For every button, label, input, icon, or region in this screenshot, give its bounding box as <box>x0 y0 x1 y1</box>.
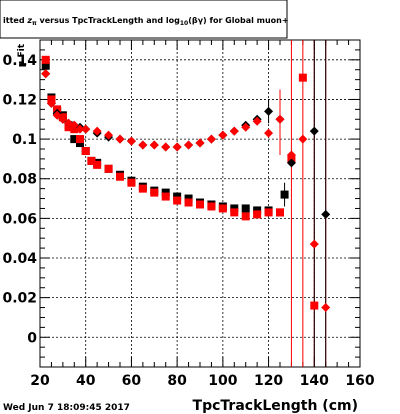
square-marker <box>280 190 289 199</box>
square-marker <box>218 204 227 213</box>
diamond-marker <box>161 142 171 152</box>
diamond-marker <box>52 110 62 120</box>
diamond-marker <box>264 128 274 138</box>
x-tick-label: 40 <box>76 373 96 389</box>
y-tick-label: 0.12 <box>2 92 37 108</box>
square-marker <box>276 208 284 217</box>
diamond-marker <box>298 134 308 144</box>
square-marker <box>93 160 102 169</box>
square-marker <box>76 135 84 144</box>
x-tick-label: 20 <box>30 373 50 389</box>
square-marker <box>264 208 273 217</box>
square-marker <box>161 192 170 201</box>
square-marker <box>87 156 96 165</box>
square-marker <box>104 164 113 173</box>
x-tick-label: 120 <box>254 373 283 389</box>
diamond-marker <box>104 130 114 140</box>
square-marker <box>196 200 204 209</box>
title-box: itted zπ versus TpcTrackLength and log10… <box>0 0 289 39</box>
diamond-marker <box>286 150 296 160</box>
diamond-marker <box>321 303 331 313</box>
square-marker <box>41 61 50 70</box>
x-axis-label: TpcTrackLength (cm) <box>193 398 358 414</box>
diamond-marker <box>172 142 182 152</box>
error-bars <box>268 40 327 367</box>
square-marker <box>230 208 239 217</box>
square-marker <box>41 55 50 64</box>
diamond-marker <box>264 106 274 116</box>
diamond-marker <box>126 136 136 146</box>
diamond-marker <box>92 126 102 136</box>
diamond-marker <box>218 130 228 140</box>
diamond-marker <box>309 126 319 136</box>
data-marks <box>41 55 331 313</box>
y-tick-label: 0.02 <box>2 291 37 307</box>
square-marker <box>150 188 159 197</box>
diamond-marker <box>229 126 239 136</box>
y-axis-label: μ Fit <box>17 43 27 67</box>
square-marker <box>127 178 136 187</box>
diamond-marker <box>69 120 79 130</box>
datestamp: Wed Jun 7 18:09:45 2017 <box>3 403 130 413</box>
diamond-marker <box>206 134 216 144</box>
square-marker <box>253 210 262 219</box>
diamond-marker <box>115 134 125 144</box>
x-tick-label: 100 <box>208 373 237 389</box>
y-tick-label: 0.08 <box>2 172 37 188</box>
y-tick-label: 0 <box>27 330 37 346</box>
axis-ticks <box>39 39 361 368</box>
x-tick-label: 80 <box>167 373 187 389</box>
y-tick-label: 0.06 <box>2 211 37 227</box>
x-tick-label: 140 <box>300 373 329 389</box>
diamond-marker <box>252 116 262 126</box>
diamond-marker <box>241 122 251 132</box>
diamond-marker <box>286 158 296 168</box>
square-marker <box>207 202 216 211</box>
diamond-marker <box>81 124 91 134</box>
square-marker <box>241 204 250 213</box>
tick-labels: 20 40 60 80 100 120 140 160 0 0.02 0.04 0.06 0.08 0.1… <box>2 53 374 389</box>
square-marker <box>138 184 147 193</box>
square-marker <box>173 196 182 205</box>
x-tick-label: 160 <box>345 373 374 389</box>
diamond-marker <box>46 98 56 108</box>
square-marker <box>184 198 193 207</box>
square-marker <box>310 301 319 310</box>
square-marker <box>241 212 250 221</box>
square-marker <box>81 146 90 155</box>
diamond-marker <box>149 140 159 150</box>
chart-title: itted zπ versus TpcTrackLength and log10… <box>3 16 289 27</box>
diamond-marker <box>184 140 194 150</box>
y-tick-label: 0.04 <box>2 251 37 267</box>
diamond-marker <box>58 114 68 124</box>
square-marker <box>298 73 307 82</box>
diamond-marker <box>309 239 319 249</box>
square-marker <box>70 135 79 144</box>
diamond-marker <box>41 69 51 79</box>
square-marker <box>116 172 124 181</box>
y-tick-label: 0.14 <box>2 53 37 69</box>
diamond-marker <box>321 209 331 219</box>
x-tick-label: 60 <box>122 373 142 389</box>
diamond-marker <box>195 138 205 148</box>
diamond-marker <box>75 124 85 134</box>
diamond-marker <box>138 140 148 150</box>
y-tick-label: 0.1 <box>12 132 37 148</box>
diamond-marker <box>275 114 285 124</box>
